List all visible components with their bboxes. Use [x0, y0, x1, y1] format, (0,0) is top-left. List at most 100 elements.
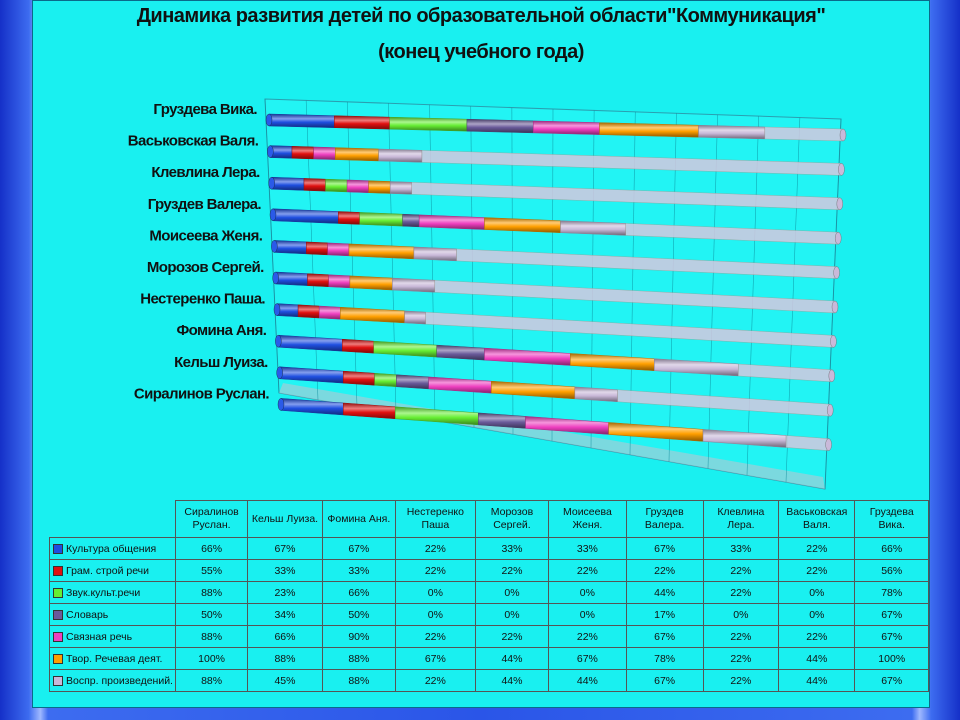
bar-segment	[343, 370, 375, 386]
table-cell: 33%	[548, 537, 627, 560]
chart-subtitle: (конец учебного года)	[378, 41, 584, 63]
bar-segment	[698, 124, 766, 140]
table-cell: 66%	[321, 581, 396, 604]
stacked-bar-chart: Груздева Вика. Васьковская Валя. Клевлина …	[128, 98, 847, 490]
table-cell: 55%	[174, 559, 249, 582]
bar-segment	[378, 148, 423, 163]
bar-segment	[599, 122, 699, 138]
bar-segment	[392, 277, 436, 293]
series-legend-label: Звук.культ.речи	[49, 581, 176, 604]
bar-segment	[306, 241, 328, 256]
bar-segment	[374, 372, 397, 387]
table-cell: 22%	[702, 669, 780, 692]
table-cell: 22%	[394, 669, 476, 692]
bar-segment	[389, 181, 412, 195]
table-cell: 22%	[394, 559, 476, 582]
category-label: Морозов Сергей.	[147, 259, 264, 276]
table-cell: 0%	[778, 603, 856, 626]
table-cell: 22%	[394, 625, 476, 648]
legend-swatch	[53, 653, 63, 664]
series-legend-label: Словарь	[49, 603, 176, 626]
series-legend-label: Грам. строй речи	[49, 559, 176, 582]
category-label: Моисеева Женя.	[149, 227, 262, 244]
bar-cap	[830, 335, 837, 348]
table-cell: 22%	[702, 581, 780, 604]
category-label: Сиралинов Руслан.	[134, 385, 270, 402]
category-label: Васьковская Валя.	[128, 133, 259, 150]
table-cell: 88%	[174, 581, 249, 604]
table-cell: 78%	[854, 581, 929, 604]
bar-segment	[368, 180, 391, 194]
bar-segment	[307, 273, 329, 288]
bar-segment	[327, 242, 350, 257]
table-column-header: Морозов Сергей.	[474, 500, 550, 538]
series-legend-label: Воспр. произведений.	[49, 669, 176, 692]
bar-segment	[275, 271, 308, 286]
bar-cap	[831, 300, 839, 314]
series-legend-label: Культура общения	[49, 537, 176, 560]
bar-track	[764, 126, 844, 142]
bar-segment	[359, 212, 403, 227]
table-cell: 17%	[625, 603, 704, 626]
bar-segment	[404, 310, 426, 325]
bar-cap	[268, 176, 275, 190]
category-label: Клевлина Лера.	[151, 164, 260, 181]
table-cell: 56%	[854, 559, 929, 582]
bar-cap	[838, 163, 845, 176]
table-cell: 66%	[854, 537, 929, 560]
bar-segment	[418, 214, 485, 230]
table-cell: 88%	[247, 647, 323, 670]
table-column-header: Васьковская Валя.	[778, 500, 856, 538]
category-label: Нестеренко Паша.	[140, 291, 265, 308]
table-column-header: Моисеева Женя.	[548, 500, 627, 538]
bar-cap	[277, 398, 285, 411]
table-cell: 45%	[247, 669, 323, 692]
table-cell: 66%	[174, 537, 249, 560]
bar-cap	[828, 369, 835, 382]
table-cell: 0%	[394, 581, 476, 604]
table-cell: 22%	[702, 647, 780, 670]
table-cell: 22%	[625, 559, 704, 582]
bar-segment	[532, 120, 600, 135]
table-cell: 0%	[394, 603, 476, 626]
series-legend-label: Твор. Речевая деят.	[49, 647, 176, 670]
table-column-header: Клевлина Лера.	[702, 500, 780, 538]
table-cell: 22%	[394, 537, 476, 560]
bar-segment	[560, 220, 627, 236]
bar-segment	[325, 178, 348, 193]
bar-segment	[274, 240, 307, 255]
bar-cap	[271, 240, 278, 253]
table-cell: 67%	[854, 625, 929, 648]
series-legend-label: Связная речь	[49, 625, 176, 648]
bar-cap	[835, 231, 842, 245]
category-label: Груздева Вика.	[153, 101, 257, 118]
bar-segment	[335, 147, 379, 162]
bar-segment	[291, 146, 314, 160]
table-cell: 44%	[548, 669, 627, 692]
table-cell: 33%	[702, 537, 780, 560]
table-cell: 44%	[778, 647, 856, 670]
table-cell: 22%	[778, 537, 856, 560]
bar-segment	[297, 304, 320, 319]
table-cell: 88%	[174, 669, 249, 692]
table-cell: 34%	[247, 603, 323, 626]
table-cell: 0%	[474, 603, 550, 626]
bar-cap	[825, 438, 832, 451]
table-cell: 44%	[778, 669, 856, 692]
table-cell: 66%	[247, 625, 323, 648]
bar-segment	[466, 118, 534, 134]
bar-segment	[334, 115, 390, 130]
bar-cap	[276, 366, 283, 379]
bar-cap	[833, 266, 840, 279]
table-cell: 100%	[854, 647, 929, 670]
table-row: Грам. строй речи 55% 33% 33% 22% 22% 22% 22% 22%…	[49, 559, 929, 582]
table-cell: 67%	[625, 669, 704, 692]
table-cell: 67%	[548, 647, 627, 670]
bar-segment	[346, 179, 369, 193]
bar-segment	[342, 338, 375, 354]
bar-cap	[273, 303, 281, 316]
table-cell: 0%	[778, 581, 856, 604]
table-cell: 67%	[394, 647, 476, 670]
bar-cap	[839, 128, 847, 142]
table-row: Звук.культ.речи 88% 23% 66% 0% 0% 0% 44% 22% 0% 78…	[49, 581, 929, 604]
